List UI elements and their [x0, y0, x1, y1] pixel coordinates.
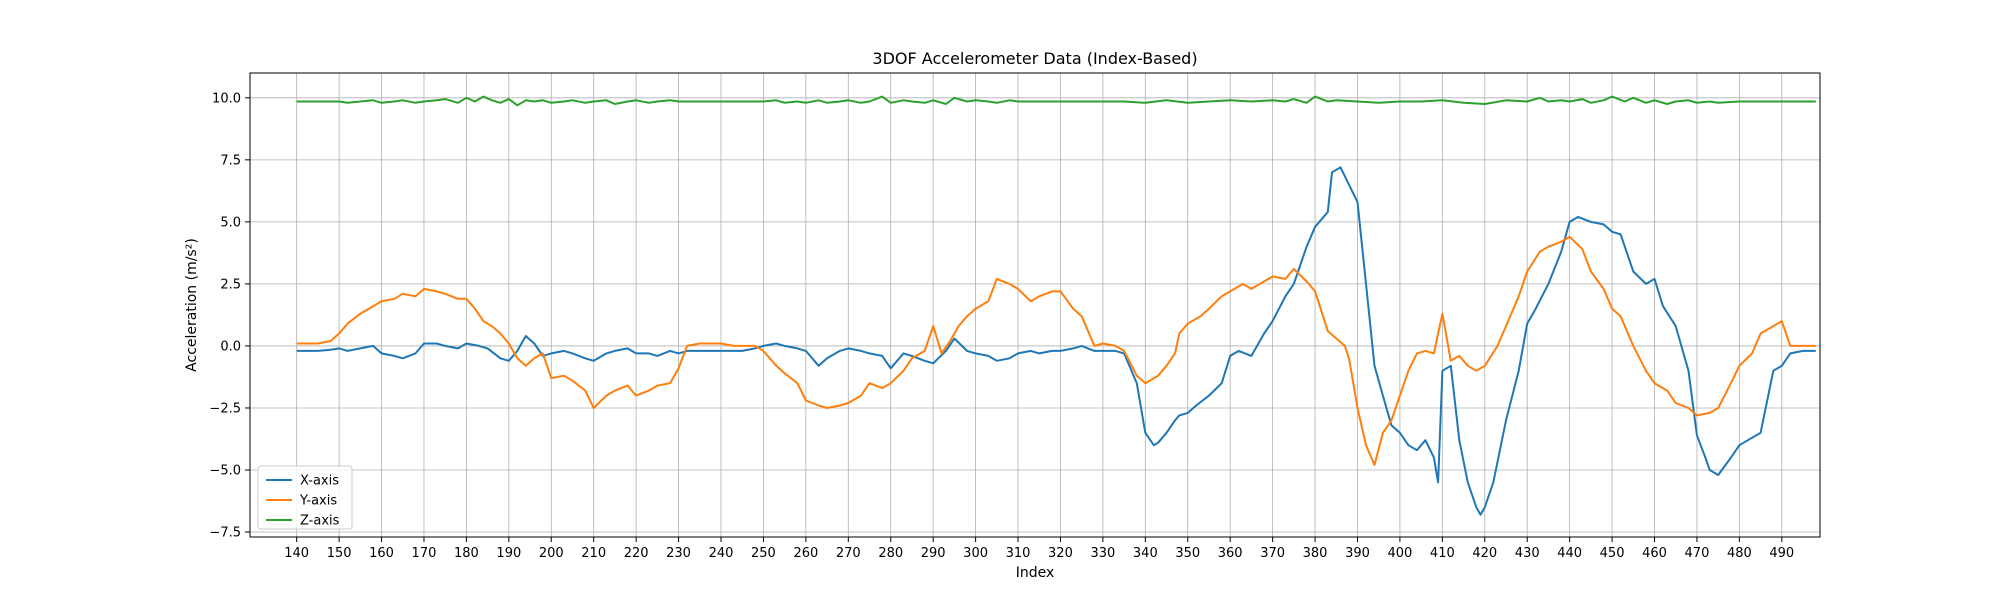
y-tick-label: −7.5	[209, 526, 241, 541]
legend-label: Z-axis	[300, 514, 340, 529]
series-layer	[296, 95, 1816, 516]
x-tick-label: 480	[1727, 546, 1752, 561]
y-tick-label: 10.0	[212, 91, 241, 106]
x-axis-label: Index	[1016, 565, 1055, 581]
x-tick-label: 170	[412, 546, 437, 561]
x-tick-label: 220	[624, 546, 649, 561]
x-tick-label: 210	[581, 546, 606, 561]
x-tick-label: 280	[878, 546, 903, 561]
x-tick-label: 290	[921, 546, 946, 561]
x-tick-label: 420	[1472, 546, 1497, 561]
x-tick-label: 180	[454, 546, 479, 561]
legend-box	[257, 465, 353, 530]
series-line-z-axis	[296, 95, 1816, 107]
chart-title: 3DOF Accelerometer Data (Index-Based)	[872, 49, 1197, 68]
x-tick-label: 260	[793, 546, 818, 561]
x-tick-label: 370	[1260, 546, 1285, 561]
x-tick-label: 330	[1090, 546, 1115, 561]
grid	[250, 73, 1820, 537]
x-tick-label: 250	[751, 546, 776, 561]
x-tick-label: 160	[369, 546, 394, 561]
x-tick-label: 310	[1006, 546, 1031, 561]
x-tick-label: 440	[1557, 546, 1582, 561]
y-tick-label: 0.0	[220, 339, 241, 354]
x-tick-label: 410	[1430, 546, 1455, 561]
x-tick-label: 350	[1175, 546, 1200, 561]
x-tick-label: 190	[496, 546, 521, 561]
x-tick-label: 300	[963, 546, 988, 561]
ticks: 140 150 160 170 180 190 200 210 220 230 240 250 260 2…	[209, 91, 1794, 561]
x-tick-label: 390	[1345, 546, 1370, 561]
y-tick-label: −2.5	[209, 401, 241, 416]
x-tick-label: 340	[1133, 546, 1158, 561]
x-tick-label: 360	[1218, 546, 1243, 561]
y-tick-label: 7.5	[220, 153, 241, 168]
plot-frame	[249, 72, 1821, 538]
x-tick-label: 450	[1600, 546, 1625, 561]
y-tick-label: 5.0	[220, 215, 241, 230]
x-tick-label: 140	[284, 546, 309, 561]
x-tick-label: 470	[1685, 546, 1710, 561]
x-tick-label: 240	[709, 546, 734, 561]
x-tick-label: 490	[1769, 546, 1794, 561]
x-tick-label: 200	[539, 546, 564, 561]
series-line-y-axis	[296, 235, 1816, 466]
x-tick-label: 150	[327, 546, 352, 561]
legend: X-axis Y-axis Z-axis	[257, 465, 353, 530]
x-tick-label: 460	[1642, 546, 1667, 561]
y-tick-label: 2.5	[220, 277, 241, 292]
series-line-x-axis	[296, 166, 1816, 516]
x-tick-label: 230	[666, 546, 691, 561]
x-tick-label: 270	[836, 546, 861, 561]
x-tick-label: 430	[1515, 546, 1540, 561]
legend-label: X-axis	[300, 474, 339, 489]
y-tick-label: −5.0	[209, 464, 241, 479]
y-axis-label: Acceleration (m/s²)	[184, 238, 200, 372]
x-tick-label: 400	[1388, 546, 1413, 561]
x-tick-label: 380	[1303, 546, 1328, 561]
legend-label: Y-axis	[299, 494, 337, 509]
x-tick-label: 320	[1048, 546, 1073, 561]
